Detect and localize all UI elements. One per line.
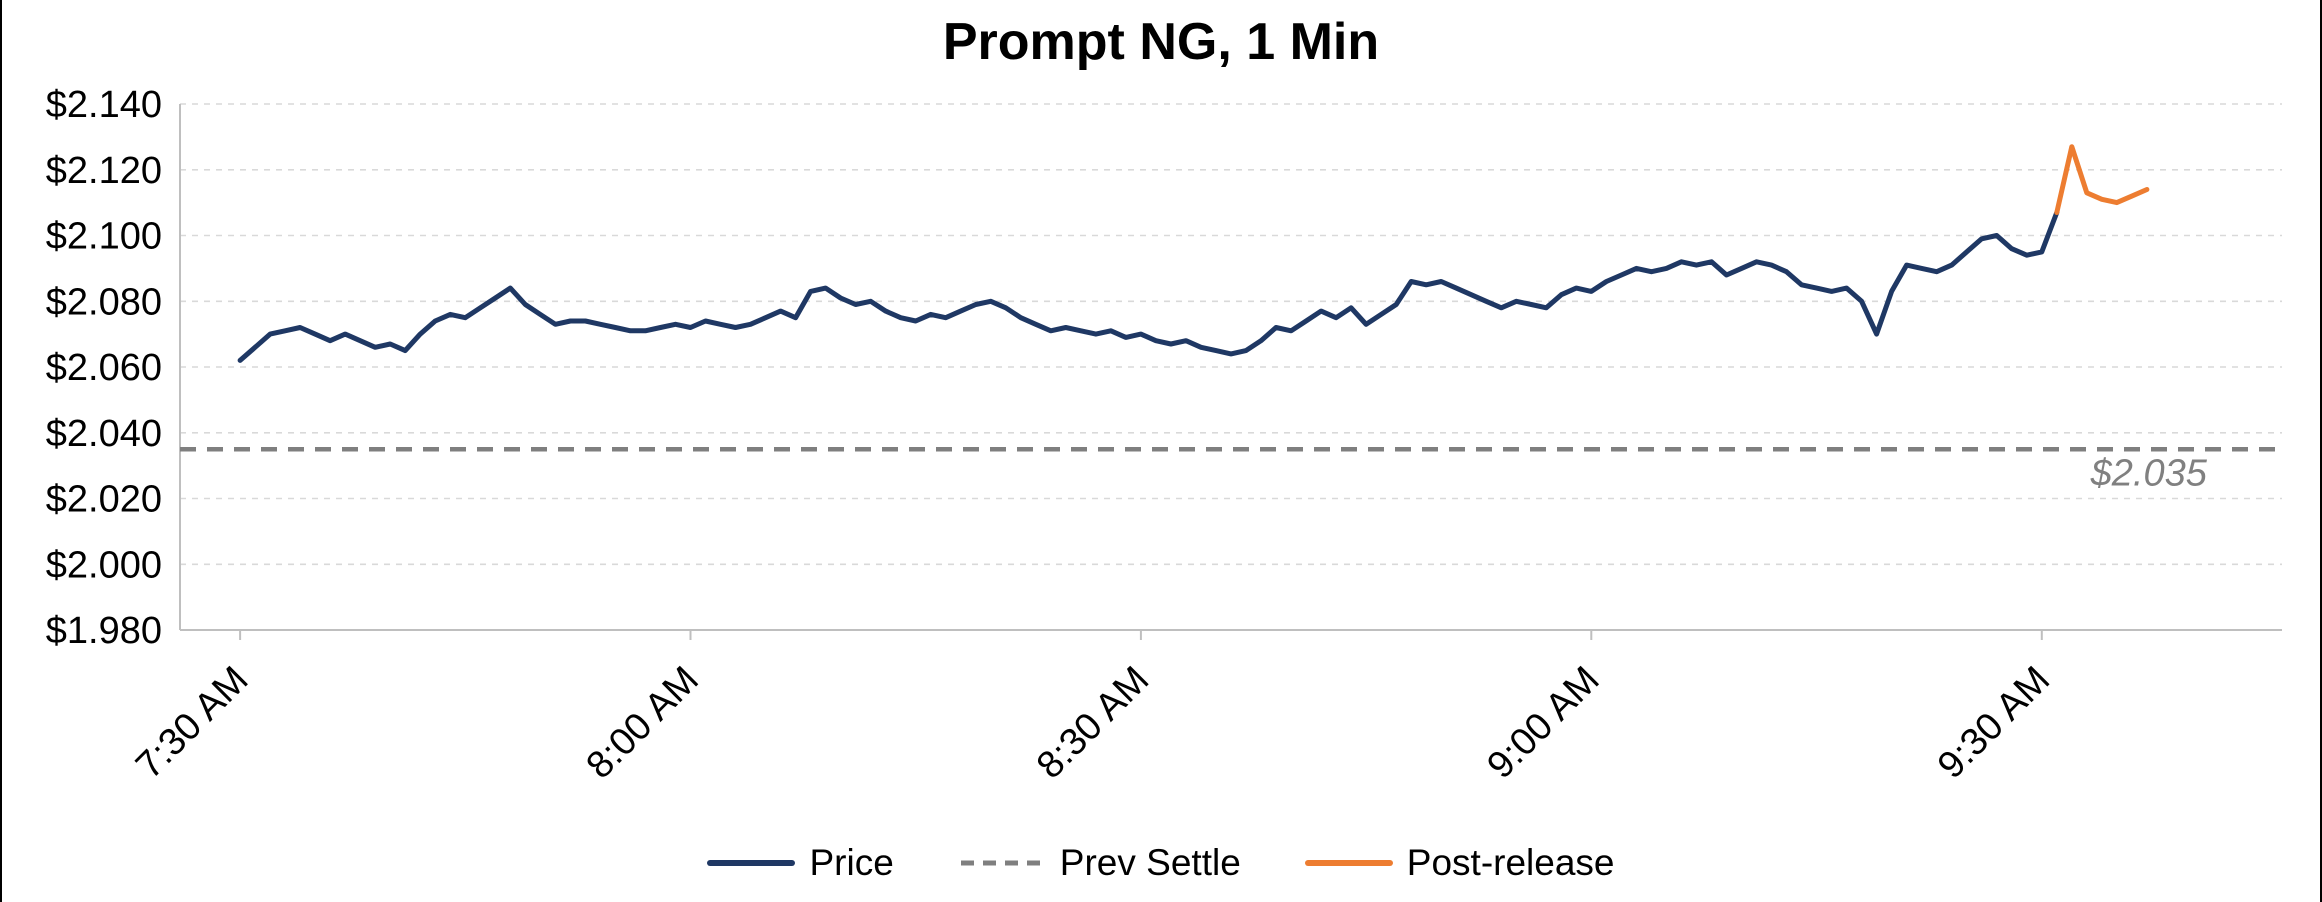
y-tick-label: $2.080 — [46, 281, 162, 323]
x-tick-label: 8:00 AM — [579, 659, 707, 787]
price-line-sample-icon — [707, 860, 796, 866]
legend-item-post-release: Post-release — [1304, 842, 1615, 884]
post-release-line — [2054, 144, 2150, 215]
y-tick-label: $2.140 — [46, 84, 162, 126]
price-line — [237, 210, 2060, 363]
chart-legend: Price Prev Settle Post-release — [2, 842, 2320, 884]
y-tick-label: $2.040 — [46, 413, 162, 455]
x-tick-label: 9:00 AM — [1479, 659, 1607, 787]
x-tick-label: 9:30 AM — [1930, 659, 2058, 787]
post-release-line-sample-icon — [1304, 860, 1393, 866]
prev-settle-annotation: $2.035 — [2090, 452, 2208, 494]
x-tick-label: 7:30 AM — [128, 659, 256, 787]
y-tick-label: $2.120 — [46, 150, 162, 192]
chart-title: Prompt NG, 1 Min — [942, 13, 1380, 71]
y-tick-label: $2.060 — [46, 347, 162, 389]
legend-label-price: Price — [809, 842, 894, 883]
legend-label-post-release: Post-release — [1406, 842, 1615, 883]
y-tick-label: $2.100 — [46, 216, 162, 258]
legend-label-prev-settle: Prev Settle — [1059, 842, 1241, 883]
prev-settle-line-sample-icon — [960, 860, 1043, 866]
legend-item-prev-settle: Prev Settle — [958, 842, 1241, 884]
y-tick-label: $2.000 — [46, 544, 162, 586]
y-tick-label: $2.020 — [46, 479, 162, 521]
y-tick-label: $1.980 — [46, 610, 162, 652]
legend-item-price: Price — [707, 842, 894, 884]
x-tick-label: 8:30 AM — [1029, 659, 1157, 787]
